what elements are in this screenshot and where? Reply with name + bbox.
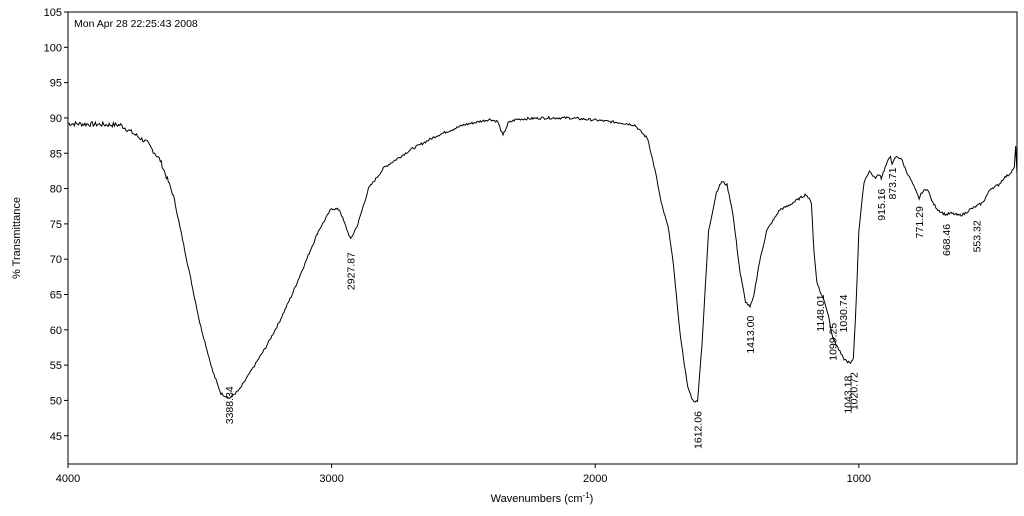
y-tick-label: 60 — [50, 325, 62, 337]
x-tick-label: 1000 — [847, 473, 871, 485]
x-tick-label: 4000 — [56, 473, 80, 485]
spectrum-line — [67, 115, 1018, 403]
y-tick-label: 100 — [44, 42, 62, 54]
peak-label: 1148.01 — [815, 294, 827, 331]
plot-frame — [67, 11, 1018, 465]
peak-label: 1413.00 — [745, 316, 757, 354]
peak-label: 1020.72 — [848, 372, 860, 410]
peak-label: 915.16 — [876, 188, 888, 220]
x-axis-title-end: ) — [590, 493, 594, 505]
y-tick-label: 55 — [50, 360, 62, 372]
peak-label: 1099.25 — [828, 323, 840, 361]
y-tick-label: 90 — [50, 113, 62, 125]
peak-label: 771.29 — [914, 206, 926, 238]
y-tick-label: 70 — [50, 254, 62, 266]
y-tick-label: 75 — [50, 219, 62, 231]
x-tick-label: 3000 — [319, 473, 343, 485]
y-tick-label: 45 — [50, 431, 62, 443]
y-tick-label: 50 — [50, 395, 62, 407]
y-tick-label: 105 — [44, 7, 62, 19]
peak-label: 2927.87 — [346, 252, 358, 290]
peak-label: 668.46 — [941, 224, 953, 256]
peak-label: 873.71 — [887, 167, 899, 199]
y-axis-title: % Transmittance — [11, 197, 23, 279]
peak-label: 1043.18 — [843, 376, 855, 414]
peak-label: 3388.34 — [224, 386, 236, 424]
y-tick-label: 85 — [50, 148, 62, 160]
x-axis: 4000 3000 2000 1000 — [56, 464, 871, 485]
y-tick-label: 65 — [50, 290, 62, 302]
x-axis-title: Wavenumbers (cm-1) — [491, 491, 594, 505]
x-tick-label: 2000 — [583, 473, 607, 485]
peak-labels: 3388.34 2927.87 1612.06 1413.00 1148.011099.… — [224, 167, 983, 449]
peak-label: 553.32 — [972, 220, 984, 252]
y-tick-label: 80 — [50, 184, 62, 196]
peak-label: 1030.74 — [838, 294, 850, 332]
x-axis-title-main: Wavenumbers (cm — [491, 493, 583, 505]
x-axis-title-sup: -1 — [583, 491, 591, 500]
timestamp: Mon Apr 28 22:25:43 2008 — [74, 18, 198, 30]
peak-label: 1612.06 — [693, 411, 705, 449]
y-axis: 105 100 95 90 85 80 75 70 65 60 55 50 45 — [44, 7, 68, 443]
y-tick-label: 95 — [50, 78, 62, 90]
